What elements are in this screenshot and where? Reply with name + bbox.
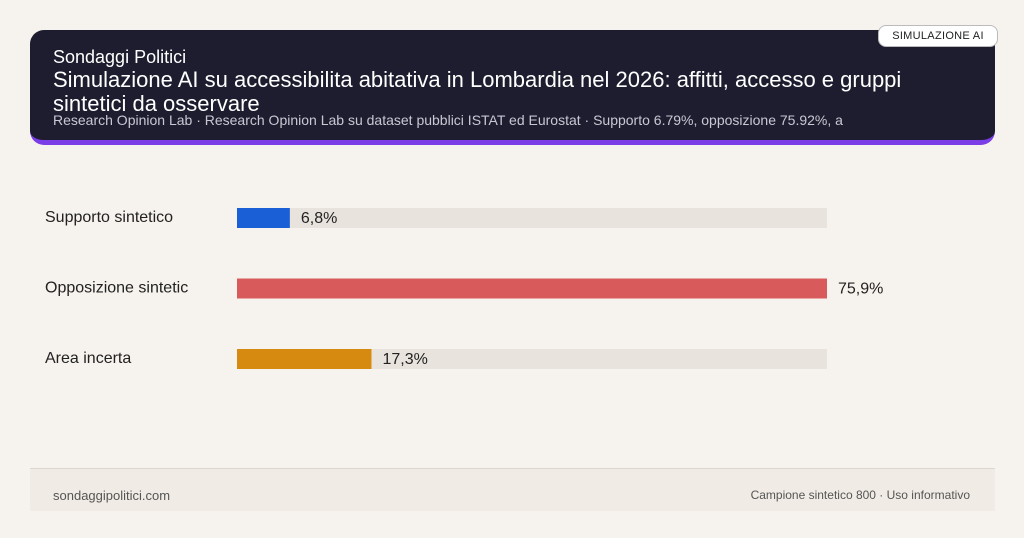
bar [237, 208, 290, 228]
category-label: Area incerta [45, 350, 131, 367]
brand: Sondaggi Politici [53, 47, 187, 67]
badge: SIMULAZIONE AI [878, 25, 998, 47]
footer-note: Campione sintetico 800 · Uso informativo [750, 488, 970, 502]
bar-track [237, 208, 827, 228]
category-label: Opposizione sintetic [45, 280, 188, 297]
chart-title: Simulazione AI su accessibilita abitativ… [53, 67, 902, 116]
bar [237, 349, 372, 369]
bar-track [237, 349, 827, 369]
chart: Supporto sintetico 6,8% Opposizione sintet… [45, 208, 883, 369]
header-card: Sondaggi Politici Simulazione AI su acce… [30, 30, 995, 145]
footer-site[interactable]: sondaggipolitici.com [53, 488, 171, 503]
chart-subtitle: Research Opinion Lab · Research Opinion … [53, 112, 843, 128]
value-label: 17,3% [382, 351, 427, 368]
category-label: Supporto sintetico [45, 209, 173, 226]
value-label: 6,8% [301, 210, 337, 227]
bar [237, 278, 827, 299]
value-label: 75,9% [838, 281, 883, 298]
footer: sondaggipolitici.com Campione sintetico … [30, 468, 995, 511]
